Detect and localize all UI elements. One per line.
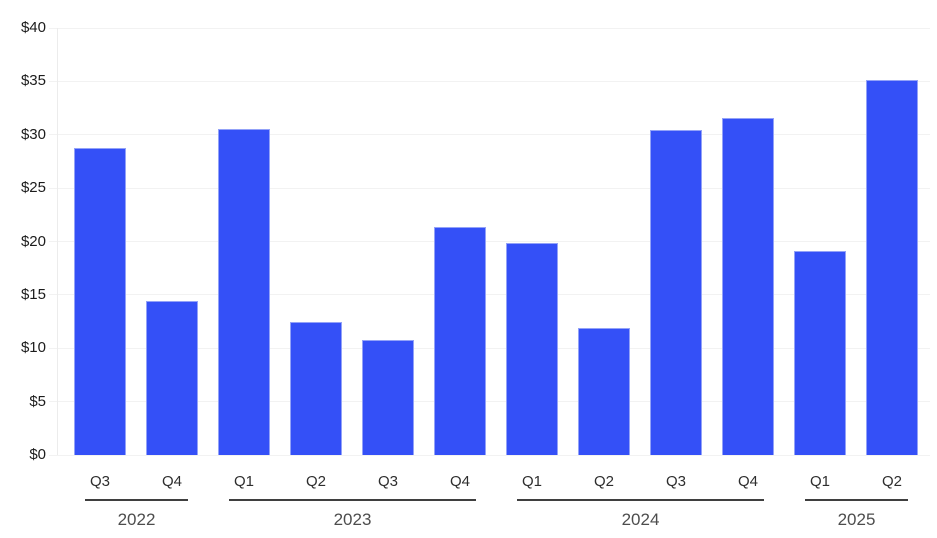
bar-q4-2022[interactable]: [146, 301, 198, 455]
bar-q1-2023[interactable]: [218, 129, 270, 455]
grid-line-40: [49, 27, 930, 29]
x-tick-label-q3-2024: Q3: [665, 473, 686, 490]
year-label-2022: 2022: [117, 510, 156, 529]
year-group-line-2025: [805, 499, 908, 501]
year-group-line-2024: [517, 499, 764, 501]
y-tick-label-5: $5: [29, 392, 46, 410]
y-tick-label-0: $0: [29, 446, 46, 463]
bar-q3-2023[interactable]: [362, 339, 414, 455]
grid-line-30: [49, 134, 930, 136]
bar-q1-2025[interactable]: [794, 251, 846, 455]
grid-line-5: [49, 401, 930, 403]
y-axis-line: [57, 28, 58, 455]
grid-line-10: [49, 347, 930, 349]
year-group-line-2022: [85, 499, 188, 501]
x-tick-label-q2-2023: Q2: [305, 473, 326, 490]
y-tick-label-10: $10: [20, 339, 46, 357]
year-label-2024: 2024: [621, 510, 660, 529]
x-tick-label-q1-2023: Q1: [233, 473, 254, 490]
x-tick-label-q2-2025: Q2: [881, 473, 902, 490]
x-tick-label-q2-2024: Q2: [593, 473, 614, 490]
x-tick-label-q4-2022: Q4: [161, 473, 182, 490]
x-tick-label-q1-2024: Q1: [521, 473, 542, 490]
y-tick-label-15: $15: [20, 285, 46, 303]
bar-q2-2025[interactable]: [866, 80, 918, 455]
x-tick-label-q4-2023: Q4: [449, 473, 470, 490]
y-tick-label-40: $40: [20, 19, 46, 36]
grid-line-35: [49, 80, 930, 82]
y-tick-label-35: $35: [20, 72, 46, 90]
bar-q4-2024[interactable]: [722, 117, 774, 455]
bar-q4-2023[interactable]: [434, 226, 486, 455]
y-tick-label-20: $20: [20, 232, 46, 250]
bar-q3-2022[interactable]: [74, 147, 126, 455]
y-tick-label-25: $25: [20, 179, 46, 197]
x-tick-label-q3-2023: Q3: [377, 473, 398, 490]
year-label-2025: 2025: [837, 510, 876, 529]
y-tick-label-30: $30: [20, 125, 46, 143]
grid-line-20: [49, 241, 930, 242]
grid-line-15: [49, 294, 930, 296]
bar-q2-2023[interactable]: [290, 321, 342, 455]
bar-q3-2024[interactable]: [650, 130, 702, 455]
bar-q2-2024[interactable]: [578, 327, 630, 455]
grid-line-25: [49, 187, 930, 189]
year-label-2023: 2023: [333, 510, 372, 529]
x-tick-label-q1-2025: Q1: [809, 473, 830, 490]
x-tick-label-q4-2024: Q4: [737, 473, 758, 490]
grid-line-0: [49, 454, 930, 456]
plot-area: [49, 27, 930, 456]
x-tick-label-q3-2022: Q3: [89, 473, 110, 490]
year-group-line-2023: [229, 499, 476, 501]
bar-q1-2024[interactable]: [506, 242, 558, 455]
